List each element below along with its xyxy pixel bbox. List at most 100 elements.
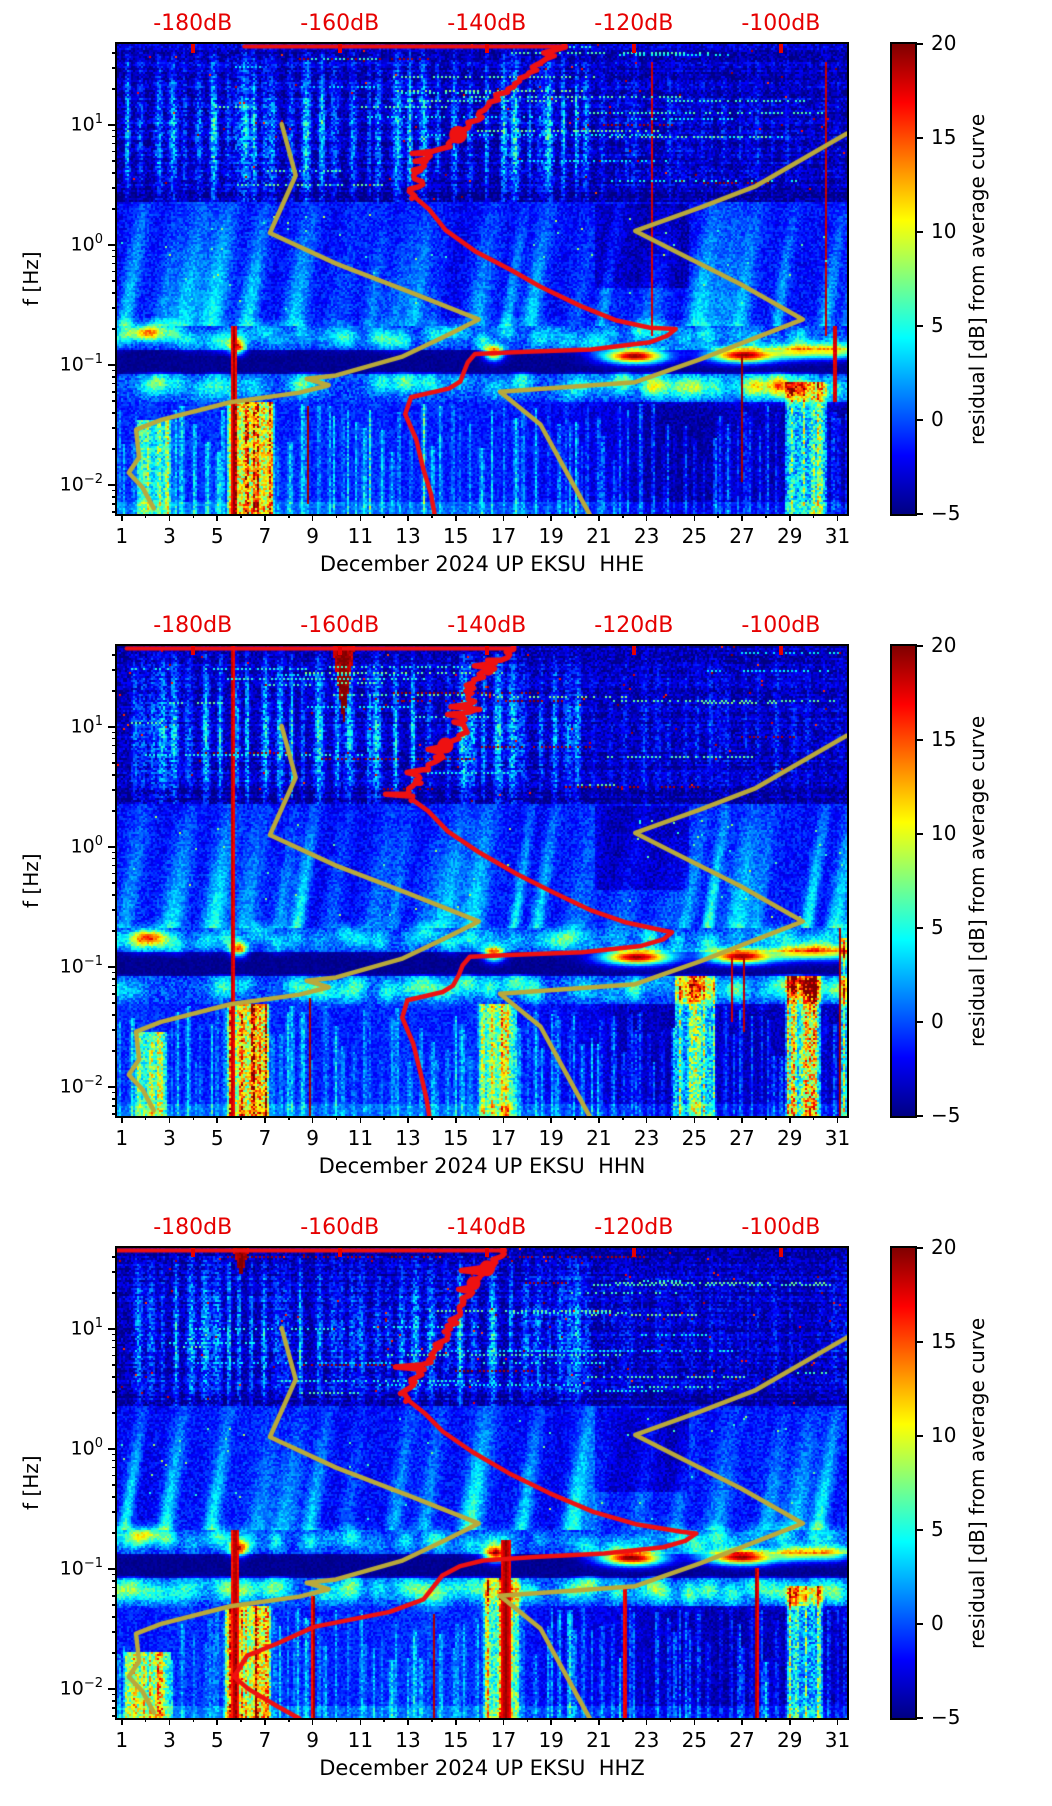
x-minor-tick	[526, 1718, 529, 1722]
y-minor-tick	[112, 1459, 117, 1462]
x-minor-tick	[431, 1718, 433, 1722]
colorbar-tick-label: 10	[931, 1423, 957, 1447]
y-minor-tick	[112, 390, 117, 393]
top-axis-db-label: -140dB	[447, 1215, 527, 1240]
colorbar-gradient	[892, 1248, 915, 1718]
y-minor-tick	[112, 382, 117, 385]
top-axis-red-tick	[779, 646, 783, 655]
x-tick-label: 25	[681, 1126, 708, 1150]
x-tick-label: 25	[681, 1728, 708, 1752]
x-major-tick	[359, 514, 362, 521]
y-minor-tick	[112, 872, 117, 875]
x-major-tick	[120, 514, 123, 521]
x-minor-tick	[717, 1116, 719, 1120]
y-minor-tick	[112, 1412, 117, 1414]
x-major-tick	[502, 1116, 505, 1123]
colorbar-tick	[916, 325, 923, 327]
x-minor-tick	[287, 1718, 290, 1722]
top-axis-db-label: -160dB	[300, 613, 380, 638]
top-axis-red-tick	[632, 44, 636, 53]
x-major-tick	[454, 1116, 457, 1123]
colorbar-tick	[916, 137, 923, 139]
top-axis-red-tick	[779, 1248, 783, 1257]
y-minor-tick	[112, 864, 117, 867]
x-tick-label: 31	[824, 524, 851, 548]
y-minor-tick	[112, 737, 117, 740]
colorbar-label: residual [dB] from average curve	[965, 715, 989, 1047]
colorbar-tick-label: 20	[931, 1235, 957, 1259]
x-tick-label: 31	[824, 1126, 851, 1150]
top-axis-db-label: -180dB	[153, 1215, 233, 1240]
x-major-tick	[502, 1718, 505, 1725]
y-minor-tick	[112, 307, 117, 309]
x-minor-tick	[526, 514, 529, 518]
y-minor-tick	[112, 280, 117, 282]
y-minor-tick	[112, 262, 117, 265]
x-minor-tick	[765, 1116, 767, 1120]
y-minor-tick	[112, 1390, 117, 1393]
y-minor-tick	[112, 1375, 117, 1378]
y-minor-tick	[112, 369, 117, 372]
figure-hhn: f [Hz] 1 3 5 7 9 11 13 15 17 19 21 23 25 27 29 31 101 100…	[0, 602, 1052, 1204]
x-minor-tick	[192, 514, 195, 518]
x-major-tick	[502, 514, 505, 521]
x-tick-label: 23	[633, 1126, 660, 1150]
colorbar-tick-label: −5	[931, 501, 961, 525]
x-minor-tick	[383, 1718, 385, 1722]
colorbar-tick-label: 0	[931, 1009, 944, 1033]
top-axis-red-tick	[337, 646, 342, 655]
colorbar-tick	[916, 513, 923, 515]
spectrogram-axes-hhn: 1 3 5 7 9 11 13 15 17 19 21 23 25 27 29 31 101 100 10−1 10−…	[60, 613, 851, 1150]
x-major-tick	[741, 1718, 743, 1725]
y-major-tick	[108, 364, 117, 366]
y-minor-tick	[112, 977, 117, 980]
y-minor-tick	[112, 150, 117, 153]
colorbar-gradient	[892, 44, 915, 514]
y-minor-tick	[112, 1050, 117, 1052]
x-tick-label: 7	[258, 1126, 272, 1150]
x-major-tick	[264, 1718, 266, 1725]
y-minor-tick	[112, 882, 117, 884]
y-major-tick	[108, 726, 117, 728]
y-major-tick	[108, 966, 117, 968]
x-major-tick	[311, 1116, 314, 1123]
x-tick-label: 1	[115, 1126, 129, 1150]
x-tick-label: 3	[163, 524, 176, 548]
top-axis-red-tick	[632, 646, 636, 655]
top-axis-db-label: -120dB	[594, 11, 674, 36]
y-minor-tick	[112, 1112, 117, 1115]
y-minor-tick	[112, 653, 117, 656]
colorbar-tick	[916, 1247, 923, 1249]
spectrogram-canvas-hhe	[117, 44, 847, 514]
y-minor-tick	[112, 1364, 117, 1366]
x-tick-label: 15	[443, 1728, 469, 1752]
y-minor-tick	[112, 992, 117, 995]
x-axis-label-hhz: December 2024 UP EKSU HHZ	[319, 1756, 645, 1780]
colorbar-tick-label: 15	[931, 1329, 957, 1353]
colorbar-tick-label: 15	[931, 125, 957, 149]
x-major-tick	[598, 1718, 600, 1725]
colorbar-tick	[916, 645, 923, 647]
x-minor-tick	[431, 514, 433, 518]
colorbar-tick	[916, 1341, 923, 1343]
y-major-tick	[108, 244, 117, 246]
figure-hhe: f [Hz] 1 3 5 7 9 11 13 15 17 19 21 23 25 27 29 31 101 100…	[0, 0, 1052, 602]
x-tick-label: 27	[729, 1126, 755, 1150]
x-minor-tick	[765, 1718, 767, 1722]
y-minor-tick	[112, 810, 117, 812]
y-minor-tick	[112, 400, 117, 403]
x-major-tick	[454, 1718, 457, 1725]
top-axis-db-label: -140dB	[447, 613, 527, 638]
top-axis-red-tick	[337, 1248, 342, 1257]
y-tick-label: 10−2	[59, 472, 103, 496]
x-major-tick	[359, 1718, 362, 1725]
x-major-tick	[693, 1116, 696, 1123]
x-tick-label: 29	[777, 524, 803, 548]
y-minor-tick	[112, 51, 117, 54]
x-tick-label: 19	[538, 1126, 564, 1150]
colorbar-tick	[916, 231, 923, 233]
y-minor-tick	[112, 1091, 117, 1094]
top-axis-db-label: -120dB	[594, 1215, 674, 1240]
x-tick-label: 7	[258, 524, 272, 548]
x-tick-label: 23	[633, 524, 660, 548]
